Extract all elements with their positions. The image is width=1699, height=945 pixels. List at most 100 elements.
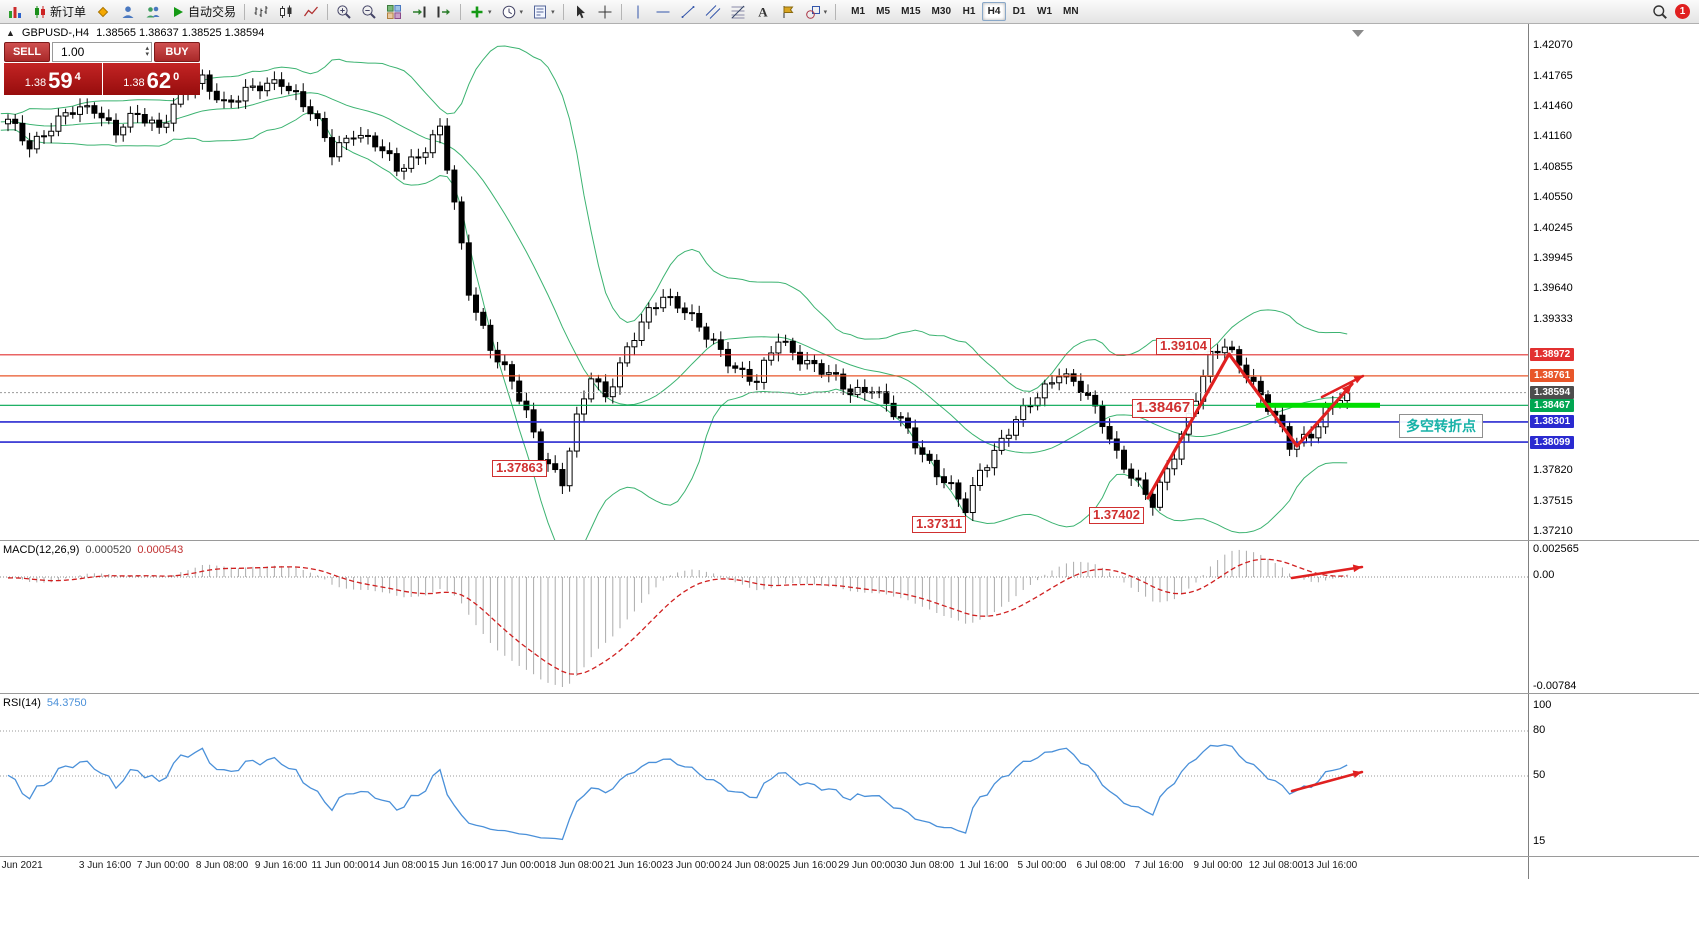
macd-main-value: 0.000520 <box>85 544 132 556</box>
rsi-panel-plot[interactable] <box>0 694 1528 856</box>
time-axis-label: 5 Jul 00:00 <box>1017 860 1067 871</box>
timeframe-button-w1[interactable]: W1 <box>1037 6 1052 17</box>
timeframe-button-mn[interactable]: MN <box>1063 6 1079 17</box>
macd-panel-plot[interactable] <box>0 541 1528 693</box>
macd-indicator-label: MACD(12,26,9) 0.000520 0.000543 <box>3 544 183 556</box>
rsi-axis-label: 50 <box>1533 769 1546 781</box>
bar-chart-mode-icon <box>253 4 269 20</box>
toolbar-button-auto-scroll[interactable] <box>407 2 431 22</box>
price-axis-tag: 1.38099 <box>1530 435 1575 449</box>
price-axis-label: 1.37820 <box>1533 464 1573 476</box>
toolbar-button-cursor[interactable] <box>568 2 592 22</box>
macd-name: MACD(12,26,9) <box>3 544 80 556</box>
toolbar-button-templates[interactable]: ▾ <box>528 2 559 22</box>
price-axis[interactable]: 1.42070 1.41765 1.41460 1.41160 1.40855 1.405… <box>1528 24 1699 879</box>
toolbar-button-fibonacci-retracement[interactable] <box>726 2 750 22</box>
one-click-collapse-icon[interactable]: ▲ <box>6 28 15 38</box>
time-axis[interactable]: 3 Jun 2021 3 Jun 16:00 7 Jun 00:00 8 Jun 08… <box>0 857 1528 879</box>
zoom-in-icon <box>336 4 352 20</box>
chevron-down-icon: ▾ <box>519 8 524 16</box>
toolbar-button-indicators[interactable]: ▾ <box>465 2 496 22</box>
macd-signal-value: 0.000543 <box>137 544 184 556</box>
timeframe-button-m5[interactable]: M5 <box>876 6 891 17</box>
buy-price-pip-digit: 0 <box>173 71 180 83</box>
price-axis-tag: 1.38301 <box>1530 415 1575 429</box>
toolbar-button-market-watch[interactable] <box>91 2 115 22</box>
main-macd-separator[interactable] <box>0 540 1699 541</box>
price-axis-label: 1.40855 <box>1533 160 1573 173</box>
time-axis-label: 14 Jun 08:00 <box>369 860 427 871</box>
volume-field[interactable]: 1.00 ▴ ▾ <box>52 42 152 62</box>
toolbar-button-terminal[interactable] <box>141 2 165 22</box>
toolbar-button-line-chart-mode[interactable] <box>299 2 323 22</box>
timeframe-button-h4[interactable]: H4 <box>982 2 1006 21</box>
toolbar-button-periods[interactable]: ▾ <box>497 2 528 22</box>
rsi-axis-label: 80 <box>1533 724 1546 736</box>
new-order-icon <box>32 4 48 20</box>
toolbar-separator <box>327 3 329 20</box>
new-chart-icon <box>7 4 23 20</box>
toolbar-button-search[interactable] <box>1648 2 1672 22</box>
terminal-icon <box>145 4 161 20</box>
toolbar-button-zoom-in[interactable] <box>332 2 356 22</box>
toolbar-button-navigator[interactable] <box>116 2 140 22</box>
price-axis-label: 1.37515 <box>1533 494 1573 507</box>
toolbar-button-vertical-line[interactable] <box>626 2 650 22</box>
toolbar-button-new-chart[interactable] <box>3 2 27 22</box>
fibonacci-retracement-icon <box>730 4 746 20</box>
time-axis-label: 9 Jun 16:00 <box>254 860 308 871</box>
toolbar-button-new-order[interactable]: 新订单 <box>28 2 90 22</box>
toolbar-button-zoom-out[interactable] <box>357 2 381 22</box>
price-axis-label: 1.41460 <box>1533 100 1573 112</box>
notification-badge[interactable]: 1 <box>1675 4 1690 19</box>
sell-price[interactable]: 1.38 59 4 <box>4 63 102 95</box>
toolbar-button-crosshair[interactable] <box>593 2 617 22</box>
toolbar-button-candlestick-mode[interactable] <box>274 2 298 22</box>
timeframe-button-h1[interactable]: H1 <box>962 6 976 17</box>
timeframe-button-m15[interactable]: M15 <box>901 6 921 17</box>
volume-value[interactable]: 1.00 <box>61 45 85 59</box>
chart-ohlc-values: 1.38565 1.38637 1.38525 1.38594 <box>96 27 265 39</box>
toolbar-button-text-label[interactable] <box>776 2 800 22</box>
sell-button[interactable]: SELL <box>4 42 50 62</box>
price-axis-label: 1.39640 <box>1533 282 1573 294</box>
text-icon: A <box>755 4 771 20</box>
toolbar-button-arrows-shapes[interactable]: ▾ <box>801 2 832 22</box>
price-axis-tag: 1.38761 <box>1530 369 1575 383</box>
timeframe-button-m30[interactable]: M30 <box>931 6 951 17</box>
toolbar-button-bar-chart-mode[interactable] <box>249 2 273 22</box>
toolbar-button-auto-trading[interactable]: 自动交易 <box>166 2 240 22</box>
toolbar-button-chart-shift[interactable] <box>432 2 456 22</box>
time-axis-label: 9 Jul 00:00 <box>1193 860 1243 871</box>
volume-up-icon[interactable]: ▴ <box>145 45 149 52</box>
time-axis-label: 7 Jul 16:00 <box>1134 860 1184 871</box>
toolbar-button-equidistant-channel[interactable] <box>701 2 725 22</box>
timeframe-button-d1[interactable]: D1 <box>1012 6 1026 17</box>
trade-widget-prices: 1.38 59 4 1.38 62 0 <box>4 63 200 95</box>
rsi-axis-label: 100 <box>1533 699 1552 711</box>
toolbar-separator <box>460 3 462 20</box>
toolbar-separator <box>835 3 837 20</box>
main-chart-plot[interactable] <box>0 24 1528 540</box>
line-chart-mode-icon <box>303 4 319 20</box>
volume-down-icon[interactable]: ▾ <box>145 51 149 58</box>
templates-icon <box>532 4 548 20</box>
time-axis-label: 21 Jun 16:00 <box>604 860 662 871</box>
chart-symbol-title: GBPUSD-,H4 <box>21 27 90 39</box>
toolbar-button-text[interactable]: A <box>751 2 775 22</box>
rsi-name: RSI(14) <box>3 697 41 709</box>
price-axis-tag: 1.38972 <box>1530 348 1575 362</box>
buy-button[interactable]: BUY <box>154 42 200 62</box>
rsi-indicator-label: RSI(14) 54.3750 <box>3 697 87 709</box>
toolbar-button-horizontal-line[interactable] <box>651 2 675 22</box>
buy-price[interactable]: 1.38 62 0 <box>102 63 200 95</box>
volume-spinner[interactable]: ▴ ▾ <box>145 45 149 58</box>
text-label-icon <box>780 4 796 20</box>
turning-point-annotation[interactable]: 多空转折点 <box>1399 414 1483 438</box>
crosshair-icon <box>597 4 613 20</box>
toolbar-button-trendline[interactable] <box>676 2 700 22</box>
vertical-line-icon <box>630 4 646 20</box>
macd-rsi-separator[interactable] <box>0 693 1699 694</box>
timeframe-button-m1[interactable]: M1 <box>851 6 866 17</box>
toolbar-button-tile-windows[interactable] <box>382 2 406 22</box>
